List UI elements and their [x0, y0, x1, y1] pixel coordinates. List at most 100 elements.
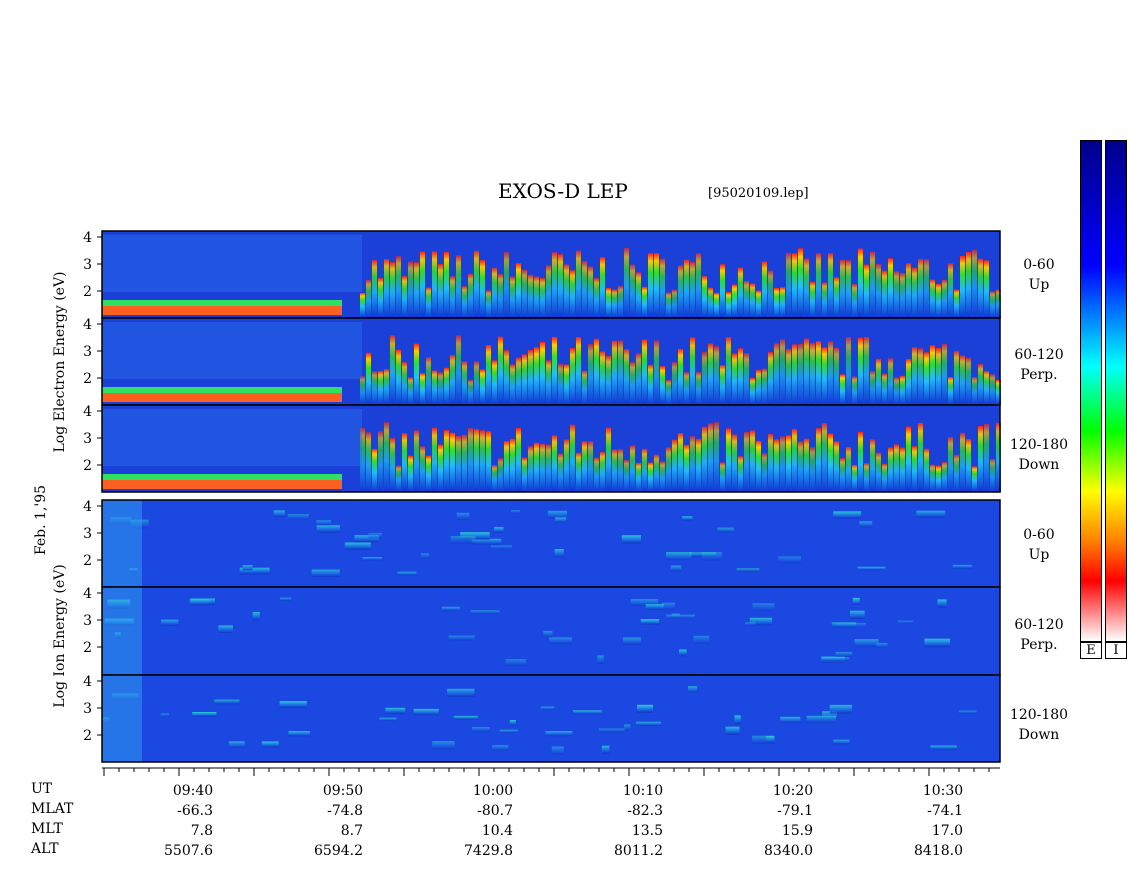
ion-flux-patch	[160, 713, 169, 717]
energy-flux-stripe	[972, 249, 977, 318]
energy-flux-stripe	[456, 435, 461, 492]
energy-flux-stripe	[480, 369, 485, 405]
energy-flux-stripe	[750, 377, 755, 405]
orbit-value: 8418.0	[914, 843, 963, 859]
energy-flux-stripe	[954, 454, 959, 492]
energy-flux-stripe	[360, 427, 365, 492]
ion-flux-patch	[316, 520, 331, 526]
energy-flux-stripe	[420, 446, 425, 492]
energy-flux-stripe	[618, 286, 623, 318]
energy-flux-stripe	[996, 379, 1001, 405]
energy-flux-stripe	[432, 251, 437, 318]
panel-cloud	[102, 235, 362, 292]
energy-flux-stripe	[960, 355, 965, 405]
energy-flux-stripe	[576, 452, 581, 492]
orbit-value: -79.1	[777, 803, 813, 819]
energy-flux-stripe	[540, 443, 545, 492]
ion-flux-patch	[597, 655, 604, 664]
energy-flux-stripe	[396, 465, 401, 492]
ion-flux-patch	[509, 720, 516, 726]
energy-flux-stripe	[762, 453, 767, 492]
panel-cloud	[102, 322, 362, 379]
energy-flux-stripe	[612, 289, 617, 318]
mlt-label: MLT	[31, 821, 63, 837]
x-tick-label: 09:50	[323, 783, 363, 799]
energy-flux-stripe	[360, 376, 365, 405]
energy-flux-stripe	[396, 349, 401, 405]
ion-flux-patch	[876, 642, 888, 649]
energy-flux-stripe	[804, 338, 809, 405]
energy-flux-stripe	[390, 438, 395, 492]
panel-frame	[101, 674, 1001, 763]
energy-flux-stripe	[594, 278, 599, 318]
energy-flux-stripe	[732, 434, 737, 492]
energy-flux-stripe	[498, 274, 503, 318]
energy-flux-stripe	[438, 444, 443, 492]
energy-flux-stripe	[924, 352, 929, 405]
energy-flux-stripe	[396, 256, 401, 318]
energy-flux-stripe	[906, 263, 911, 318]
ion-flux-patch	[471, 727, 490, 732]
energy-flux-stripe	[936, 465, 941, 492]
energy-flux-stripe	[384, 369, 389, 405]
energy-flux-stripe	[714, 422, 719, 492]
ion-flux-patch	[511, 510, 520, 514]
ion-flux-patch	[540, 706, 555, 710]
energy-flux-stripe	[678, 348, 683, 405]
orbit-value: 5507.6	[164, 843, 213, 859]
energy-flux-stripe	[978, 364, 983, 405]
energy-flux-stripe	[690, 337, 695, 405]
ion-flux-patch	[288, 731, 310, 737]
energy-flux-stripe	[972, 377, 977, 405]
energy-flux-stripe	[528, 350, 533, 405]
energy-flux-stripe	[402, 276, 407, 318]
ion-flux-patch	[344, 542, 371, 550]
energy-flux-stripe	[366, 352, 371, 405]
ion-flux-patch	[637, 704, 654, 713]
energy-flux-stripe	[876, 452, 881, 492]
energy-flux-stripe	[708, 287, 713, 318]
energy-flux-stripe	[864, 336, 869, 405]
ion-colorbar	[1105, 140, 1127, 642]
energy-flux-stripe	[930, 464, 935, 492]
energy-flux-stripe	[690, 262, 695, 318]
ion-flux-patch	[368, 532, 382, 539]
low-energy-band	[102, 474, 342, 480]
energy-flux-stripe	[522, 457, 527, 492]
ion-flux-patch	[441, 606, 460, 611]
energy-flux-stripe	[768, 433, 773, 492]
energy-flux-stripe	[858, 248, 863, 318]
energy-flux-stripe	[834, 347, 839, 405]
energy-flux-stripe	[642, 339, 647, 405]
y-tick-label: 4	[83, 674, 92, 690]
ion-flux-patch	[573, 710, 602, 715]
ion-flux-patch	[736, 568, 760, 573]
ion-flux-patch	[273, 510, 285, 518]
ion-flux-patch	[688, 686, 698, 693]
energy-flux-stripe	[900, 272, 905, 318]
energy-flux-stripe	[744, 353, 749, 405]
energy-flux-stripe	[900, 447, 905, 492]
energy-flux-stripe	[456, 335, 461, 405]
energy-flux-stripe	[642, 448, 647, 492]
electron-colorbar-label: E	[1080, 642, 1102, 659]
energy-flux-stripe	[432, 370, 437, 405]
energy-flux-stripe	[468, 379, 473, 405]
ion-flux-patch	[218, 625, 233, 633]
y-tick-label: 3	[83, 344, 92, 360]
energy-flux-stripe	[918, 348, 923, 405]
energy-flux-stripe	[444, 430, 449, 492]
ion-flux-patch	[450, 535, 476, 544]
chart-title: EXOS-D LEP	[498, 179, 628, 203]
energy-flux-stripe	[534, 442, 539, 492]
energy-flux-stripe	[582, 261, 587, 318]
ion-flux-patch	[252, 612, 260, 621]
ion-flux-patch	[717, 527, 734, 533]
ion-flux-patch	[857, 566, 886, 571]
ion-flux-patch	[545, 731, 573, 737]
energy-flux-stripe	[858, 431, 863, 492]
energy-flux-stripe	[660, 366, 665, 405]
energy-flux-stripe	[588, 344, 593, 405]
energy-flux-stripe	[840, 374, 845, 405]
energy-flux-stripe	[648, 364, 653, 405]
